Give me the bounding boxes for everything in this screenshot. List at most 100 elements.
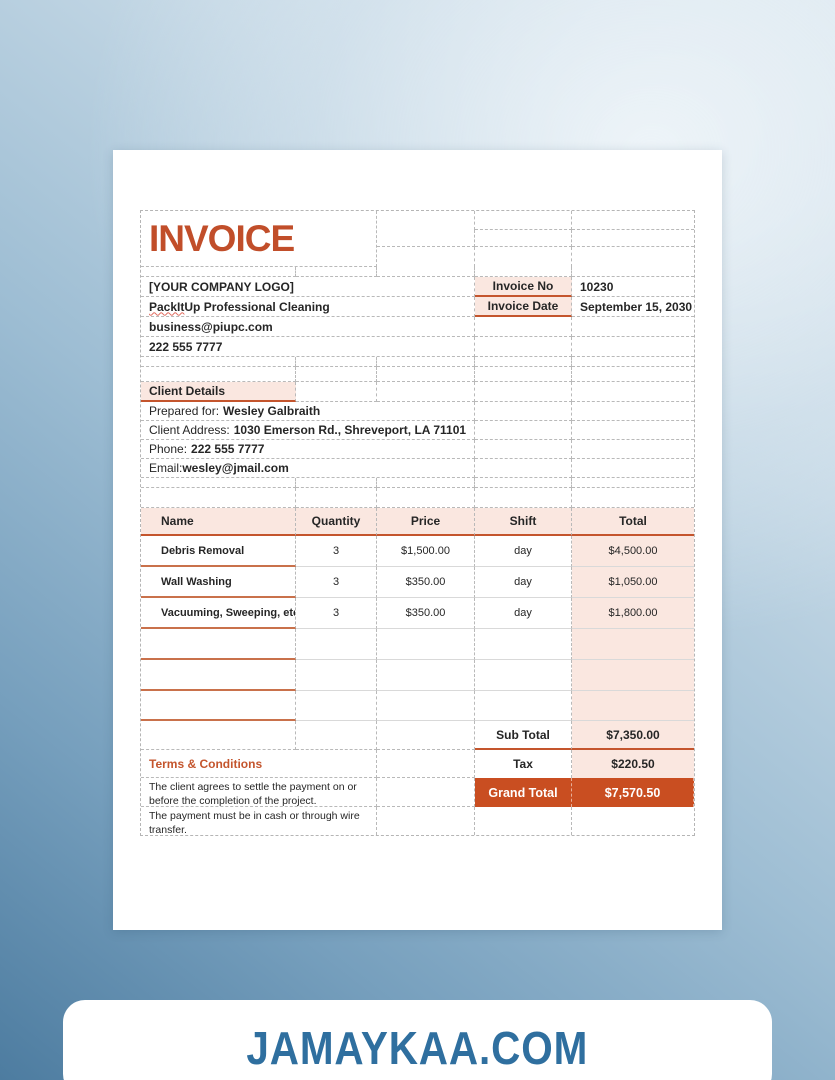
grid-cell (572, 382, 694, 402)
grid-cell (572, 691, 694, 721)
grid-cell (572, 211, 694, 230)
client-prepared-row: Prepared for: Wesley Galbraith (141, 402, 475, 421)
grid-cell (296, 267, 377, 277)
invoice-date-label: Invoice Date (475, 297, 572, 317)
grid-cell (572, 267, 694, 277)
grid-cell (296, 367, 377, 382)
grid-cell (475, 478, 572, 488)
grid-cell (377, 778, 475, 807)
invoice-sheet: INVOICE (140, 210, 695, 836)
grid-cell (572, 440, 694, 459)
table-row-empty (141, 691, 694, 721)
grid-cell (377, 478, 475, 488)
grid-cell (475, 440, 572, 459)
item-price: $1,500.00 (377, 536, 475, 567)
grid-cell (296, 660, 377, 691)
grid-cell (572, 488, 694, 508)
grid-cell (475, 421, 572, 440)
grid-cell (572, 337, 694, 357)
item-name: Wall Washing (141, 567, 296, 598)
prepared-for-label: Prepared for: (149, 404, 220, 418)
grid-cell (572, 367, 694, 382)
grid-cell (296, 382, 377, 402)
grid-cell (475, 230, 572, 247)
client-phone-label: Phone: (149, 442, 188, 456)
grid-cell (475, 660, 572, 691)
item-name: Debris Removal (141, 536, 296, 567)
client-phone-value: 222 555 7777 (191, 442, 265, 456)
grid-cell (572, 247, 694, 267)
grid-cell (475, 402, 572, 421)
item-total: $1,800.00 (572, 598, 694, 629)
grid-cell (572, 230, 694, 247)
invoice-page: INVOICE (113, 150, 722, 930)
client-address-row: Client Address: 1030 Emerson Rd., Shreve… (141, 421, 475, 440)
company-name-part1: PackIt (149, 299, 185, 314)
table-row-empty (141, 660, 694, 691)
grid-cell (475, 247, 572, 267)
client-details-heading: Client Details (141, 382, 296, 402)
grid-cell (296, 629, 377, 660)
grid-cell (475, 337, 572, 357)
grid-cell (475, 629, 572, 660)
table-row: Wall Washing 3 $350.00 day $1,050.00 (141, 567, 694, 598)
grid-cell (296, 691, 377, 721)
item-quantity: 3 (296, 598, 377, 629)
grid-cell (141, 478, 296, 488)
grid-cell (475, 459, 572, 478)
invoice-no-label: Invoice No (475, 277, 572, 297)
terms-line-2: The payment must be in cash or through w… (141, 807, 377, 835)
grid-cell (572, 402, 694, 421)
grid-cell (141, 267, 296, 277)
company-name-part2: Up Professional Cleaning (184, 299, 330, 314)
grid-cell (572, 459, 694, 478)
prepared-for-value: Wesley Galbraith (223, 404, 321, 418)
grid-cell (141, 721, 296, 750)
company-name: PackIt Up Professional Cleaning (141, 297, 475, 317)
item-shift: day (475, 598, 572, 629)
item-total: $1,050.00 (572, 567, 694, 598)
subtotal-label: Sub Total (475, 721, 572, 750)
item-price: $350.00 (377, 567, 475, 598)
item-name: Vacuuming, Sweeping, etc. (141, 598, 296, 629)
grid-cell (377, 721, 475, 750)
item-shift: day (475, 567, 572, 598)
grid-cell (296, 357, 377, 367)
grid-cell (475, 488, 572, 508)
grid-cell (141, 629, 296, 660)
client-email-value: wesley@jmail.com (182, 461, 289, 475)
company-logo-placeholder: [YOUR COMPANY LOGO] (141, 277, 475, 297)
grid-cell (377, 357, 475, 367)
grid-cell (475, 357, 572, 367)
grand-total-label: Grand Total (475, 778, 572, 807)
subtotal-value: $7,350.00 (572, 721, 694, 750)
grand-total-value: $7,570.50 (572, 778, 694, 807)
terms-line-1: The client agrees to settle the payment … (141, 778, 377, 807)
tax-label: Tax (475, 750, 572, 778)
invoice-title: INVOICE (149, 217, 295, 259)
table-header-total: Total (572, 508, 694, 536)
client-email-row: Email: wesley@jmail.com (141, 459, 475, 478)
grid-cell (377, 382, 475, 402)
grid-cell (377, 267, 475, 277)
item-price: $350.00 (377, 598, 475, 629)
grid-cell (572, 660, 694, 691)
grid-cell (572, 629, 694, 660)
grid-cell (296, 488, 377, 508)
company-email: business@piupc.com (141, 317, 475, 337)
grid-cell (141, 691, 296, 721)
client-address-label: Client Address: (149, 423, 230, 437)
grid-cell (296, 478, 377, 488)
top-right-grid (377, 211, 694, 267)
grid-cell (377, 629, 475, 660)
client-phone-row: Phone: 222 555 7777 (141, 440, 475, 459)
footer-brand-box: JAMAYKAA.COM (63, 1000, 772, 1080)
item-quantity: 3 (296, 536, 377, 567)
grid-cell (377, 807, 475, 835)
grid-cell (475, 267, 572, 277)
terms-heading: Terms & Conditions (141, 750, 377, 778)
client-email-label: Email: (149, 461, 183, 475)
grid-cell (475, 691, 572, 721)
grid-cell (475, 367, 572, 382)
grid-cell (377, 750, 475, 778)
